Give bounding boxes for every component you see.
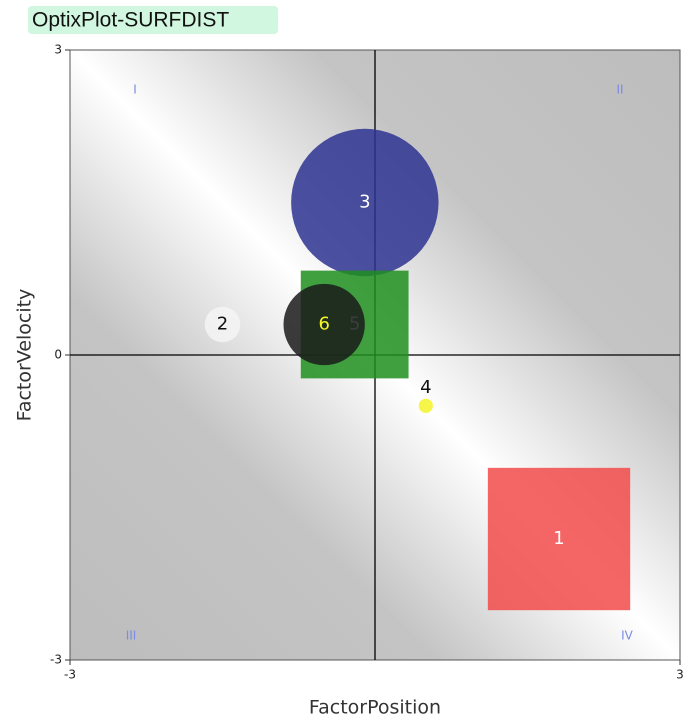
point-label: 4 [420,377,431,398]
point-label: 3 [359,192,370,213]
x-tick-label: -3 [64,668,76,682]
point-label: 6 [318,314,329,335]
point-label: 2 [217,314,228,335]
y-tick-label: 0 [54,348,62,362]
point-circle [291,128,439,277]
y-axis-label: FactorVelocity [14,289,36,422]
quadrant-label: IV [621,629,634,643]
point-circle [283,283,365,366]
point-circle [204,306,241,343]
y-tick-label: 3 [54,43,62,57]
y-tick-label: -3 [50,653,62,667]
x-tick-label: 3 [676,668,684,682]
chart-title: OptixPlot-SURFDIST [32,9,229,32]
quadrant-label: II [616,83,623,97]
point-circle [418,398,433,413]
quadrant-label: III [126,629,137,643]
quadrant-label: I [133,83,137,97]
title-background [28,6,278,34]
x-axis-label: FactorPosition [309,697,441,719]
point-square [487,467,631,611]
point-label: 1 [553,528,564,549]
